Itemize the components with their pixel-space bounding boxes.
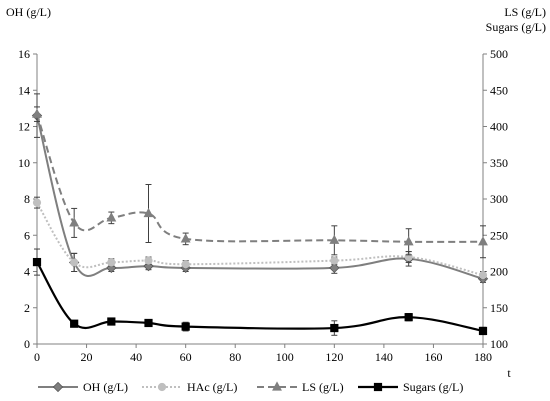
legend-item-3: LS (g/L) [257,380,344,394]
data-point [330,323,339,333]
y-right-axis-title-line2: Sugars (g/L) [486,20,546,34]
y-right-tick-label: 150 [490,301,508,315]
y-right-tick-label: 100 [490,337,508,351]
y-left-tick-label: 4 [24,265,30,279]
x-axis-title: t [507,366,511,380]
y-left-tick-label: 10 [18,156,30,170]
series-4 [32,248,488,336]
series-line [36,115,484,280]
x-tick-label: 0 [34,350,40,364]
x-tick-label: 180 [474,350,492,364]
legend-marker [373,382,383,392]
y-right-tick-label: 200 [490,265,508,279]
data-point [69,217,80,227]
legend-item-4: Sugars (g/L) [358,380,463,394]
legend-label: OH (g/L) [83,380,128,394]
y-left-tick-label: 6 [24,228,30,242]
y-left-tick-label: 0 [24,337,30,351]
axes: 0 20 40 60 80 100 120 140 160 180 0 2 4 6 8 10 12 14 16 100… [18,47,508,364]
data-point [32,108,42,118]
x-tick-label: 120 [325,350,343,364]
data-point [330,256,339,265]
y-right-tick-label: 500 [490,47,508,61]
data-point [180,233,191,243]
series-3 [32,106,488,259]
data-point [70,258,79,267]
legend-marker [272,381,282,391]
y-right-tick-label: 250 [490,228,508,242]
legend-marker [52,381,64,393]
data-point [107,258,116,267]
data-point [329,234,340,244]
legend-marker [157,382,167,392]
x-tick-label: 80 [229,350,241,364]
x-tick-label: 40 [130,350,142,364]
y-left-tick-label: 12 [18,120,30,134]
legend-item-2: HAc (g/L) [142,380,237,394]
legend: OH (g/L) HAc (g/L) LS (g/L) Sugars (g/L) [38,380,463,394]
data-point [181,322,190,331]
data-point [32,257,42,267]
data-point [32,198,42,207]
series-layer [31,93,489,336]
y-left-tick-label: 16 [18,47,30,61]
data-point [404,313,413,322]
data-point [107,317,116,326]
y-right-tick-label: 450 [490,83,508,97]
series-line [36,261,484,333]
y-right-axis-title-line1: LS (g/L) [504,5,546,19]
data-point [478,326,488,336]
data-point [403,236,414,246]
data-point [106,212,117,222]
data-point [478,271,488,280]
series-line [36,113,484,243]
legend-item-1: OH (g/L) [38,380,128,394]
x-tick-label: 20 [81,350,93,364]
series-1 [31,93,489,284]
legend-label: Sugars (g/L) [403,380,463,394]
y-right-tick-label: 300 [490,192,508,206]
y-left-axis-title: OH (g/L) [6,5,51,19]
x-tick-label: 140 [375,350,393,364]
y-right-tick-label: 350 [490,156,508,170]
y-left-tick-label: 14 [18,83,30,97]
data-point [144,318,153,328]
series-line [36,202,484,277]
data-point [143,207,154,218]
legend-label: HAc (g/L) [187,380,237,394]
legend-label: LS (g/L) [302,380,344,394]
x-tick-label: 60 [180,350,192,364]
data-point [329,262,340,274]
y-left-tick-label: 2 [24,301,30,315]
series-2 [32,196,488,280]
x-tick-label: 100 [276,350,294,364]
y-right-tick-label: 400 [490,120,508,134]
y-left-tick-label: 8 [24,192,30,206]
x-tick-label: 160 [424,350,442,364]
data-point [144,256,153,265]
data-point [478,236,488,246]
data-point [70,319,79,328]
data-point [181,260,190,269]
